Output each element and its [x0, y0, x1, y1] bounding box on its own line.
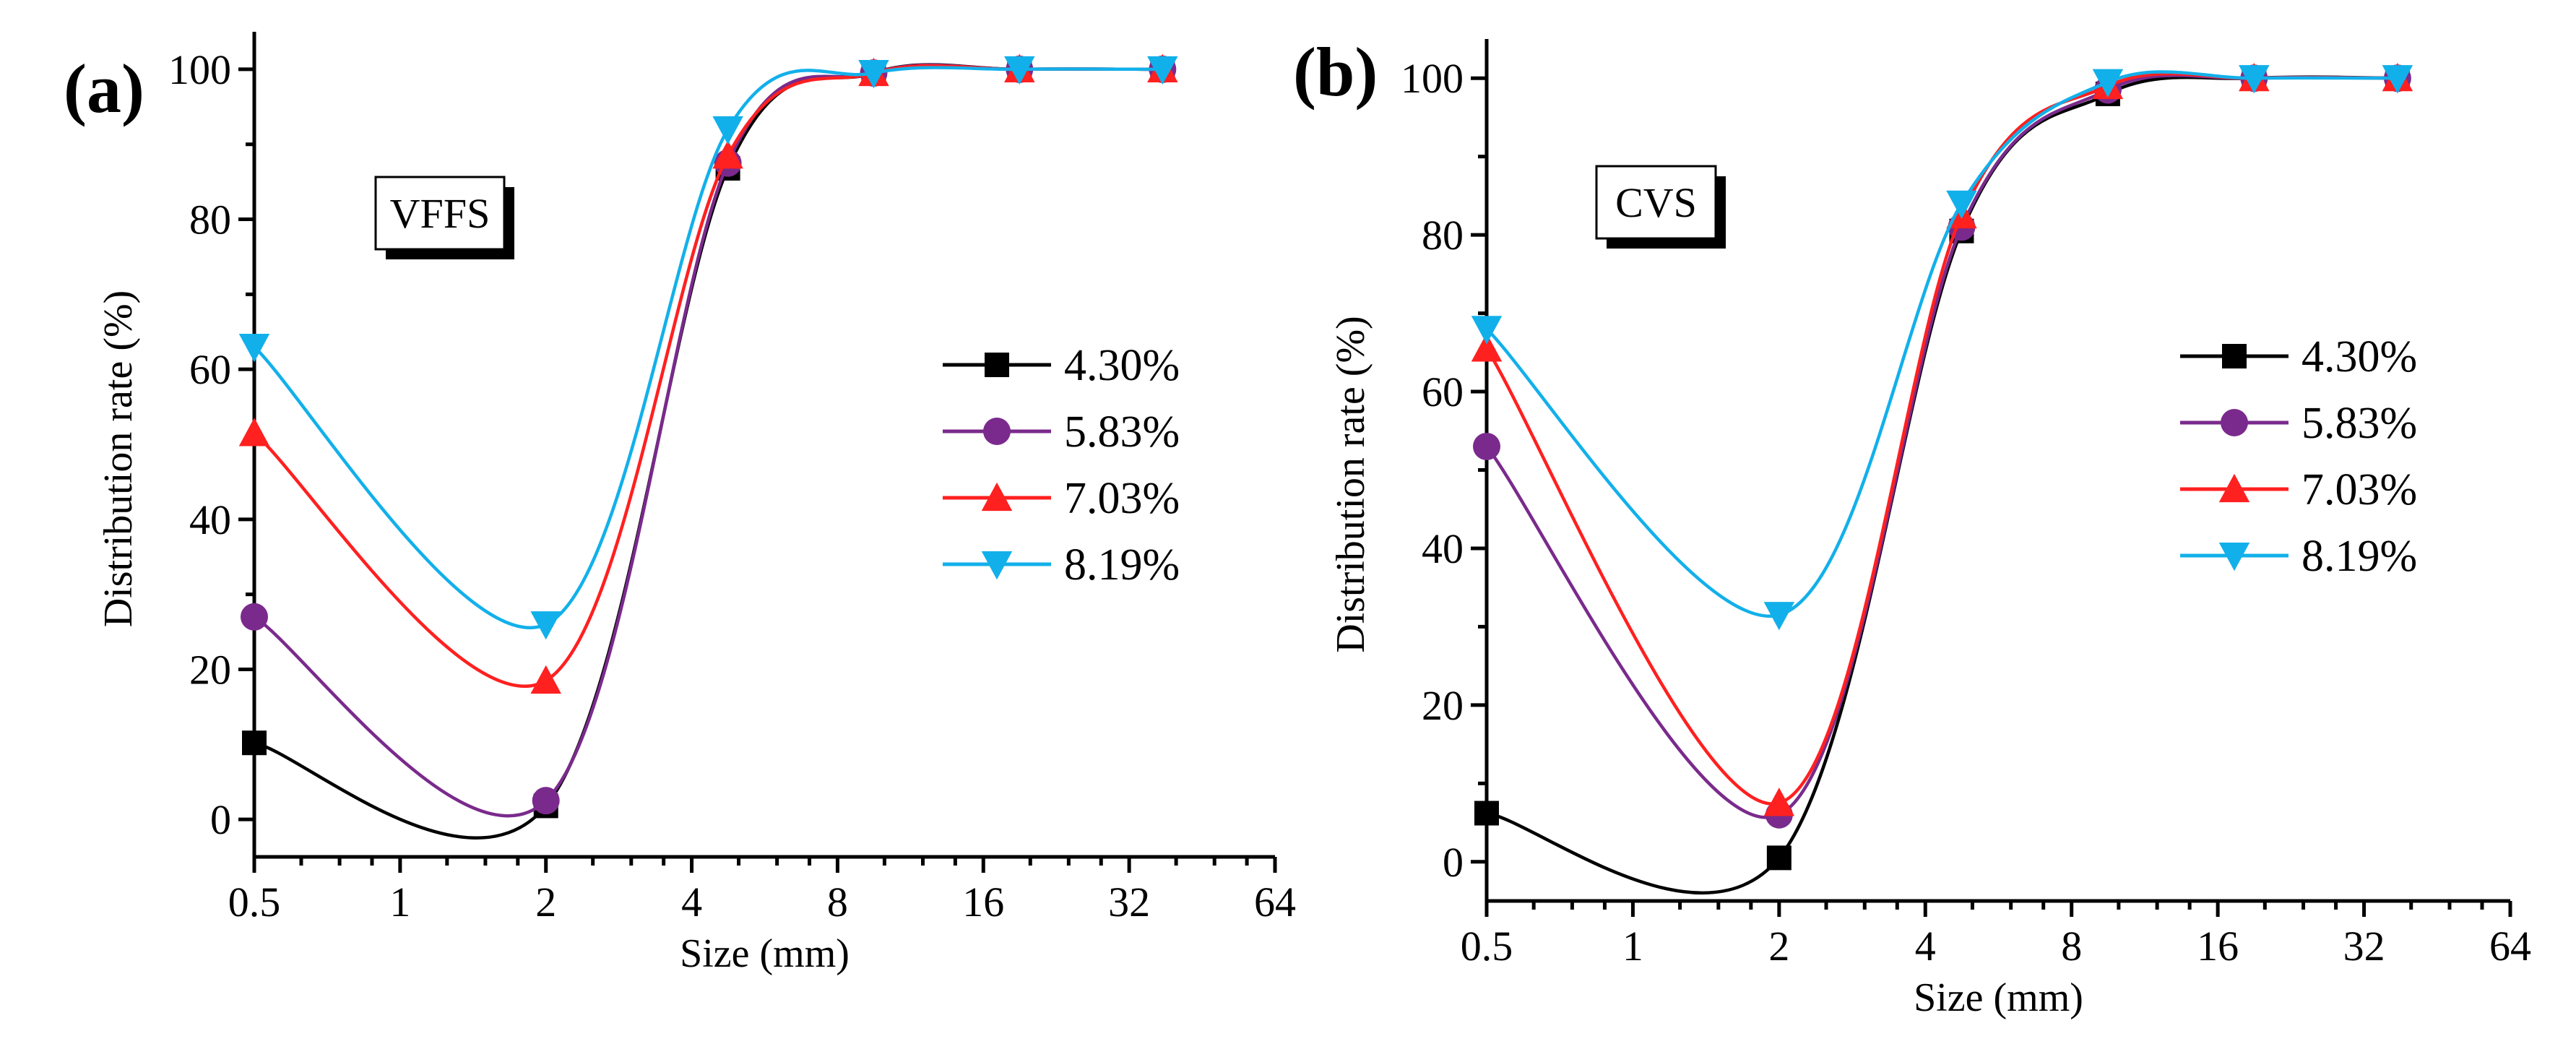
x-axis-title: Size (mm)	[1914, 975, 2083, 1020]
x-tick-label: 8	[827, 879, 848, 926]
data-point	[1474, 801, 1499, 826]
data-point	[532, 787, 560, 815]
y-axis-title: Distribution rate (%)	[1328, 316, 1373, 653]
box-label-frame	[374, 176, 506, 251]
legend-marker	[2218, 542, 2250, 571]
y-tick-label: 100	[1401, 55, 1464, 102]
series-7.03%	[238, 53, 1178, 694]
x-tick-label: 0.5	[1461, 923, 1513, 970]
series-8.19%	[1471, 65, 2413, 631]
x-tick-label: 2	[535, 879, 556, 926]
data-point	[241, 603, 268, 631]
data-point	[712, 116, 743, 145]
data-point	[530, 665, 561, 694]
data-point	[1471, 316, 1503, 345]
y-tick-label: 80	[189, 197, 231, 243]
y-tick-label: 40	[1422, 525, 1464, 572]
x-tick-label: 8	[2061, 923, 2082, 970]
x-tick-label: 2	[1768, 923, 1789, 970]
data-point	[242, 730, 267, 756]
legend-label: 5.83%	[1064, 407, 1180, 457]
x-tick-label: 16	[962, 879, 1004, 926]
box-label-frame	[1595, 165, 1717, 240]
panel-a: 0 20 40 60 80 100 0.5 1 2 4 8 16 32 64 Size (mm) Distri…	[64, 32, 1296, 976]
legend-label: 7.03%	[1064, 474, 1180, 523]
y-tick-label: 80	[1422, 212, 1464, 259]
legend-marker	[985, 353, 1009, 377]
data-point	[530, 611, 561, 640]
data-point	[238, 418, 270, 446]
legend-marker	[2221, 409, 2248, 436]
data-point	[1147, 56, 1178, 85]
data-point	[2382, 65, 2413, 94]
x-tick-label: 1	[1622, 923, 1643, 970]
y-tick-label: 100	[168, 46, 231, 93]
x-tick-label: 1	[389, 879, 410, 926]
x-tick-label: 32	[2343, 923, 2385, 970]
y-axis-title: Distribution rate (%)	[96, 290, 141, 628]
series-line	[253, 66, 1163, 629]
legend-marker	[981, 551, 1013, 580]
x-tick-label: 64	[2489, 923, 2531, 970]
legend-label: 7.03%	[2301, 465, 2417, 514]
x-tick-label: 32	[1108, 879, 1150, 926]
legend-label: 8.19%	[1064, 540, 1180, 590]
data-point	[1946, 190, 1977, 220]
y-tick-label: 20	[1422, 682, 1464, 729]
legend-marker	[2222, 344, 2247, 368]
x-tick-label: 4	[1915, 923, 1936, 970]
panel-letter: (b)	[1293, 33, 1378, 111]
x-axis-title: Size (mm)	[680, 931, 850, 976]
y-tick-label: 0	[210, 796, 231, 843]
data-point	[2092, 69, 2124, 98]
legend-marker	[983, 418, 1011, 445]
series-line	[253, 64, 1163, 689]
data-point	[1763, 788, 1795, 816]
x-tick-label: 16	[2197, 923, 2239, 970]
y-tick-label: 0	[1443, 839, 1464, 886]
legend-label: 8.19%	[2301, 532, 2417, 581]
x-tick-label: 0.5	[228, 879, 281, 926]
y-tick-label: 20	[189, 646, 231, 693]
series-8.19%	[238, 56, 1178, 640]
legend-label: 4.30%	[2301, 332, 2417, 381]
series-line	[1485, 70, 2398, 618]
data-point	[2239, 65, 2270, 94]
data-point	[1471, 333, 1503, 362]
data-point	[858, 60, 889, 89]
box-label-text: CVS	[1615, 179, 1697, 226]
y-tick-label: 60	[189, 346, 231, 393]
data-point	[1766, 845, 1791, 871]
legend-marker	[2218, 473, 2250, 503]
legend-label: 5.83%	[2301, 399, 2417, 448]
data-point	[238, 333, 270, 363]
panel-letter: (a)	[64, 50, 144, 127]
legend-marker	[981, 482, 1013, 512]
panel-b: 0 20 40 60 80 100 0.5 1 2 4 8 16 32 64 Size (mm) Distri…	[1293, 33, 2531, 1020]
data-point	[1763, 602, 1795, 631]
x-tick-label: 4	[681, 879, 702, 926]
data-point	[1473, 432, 1500, 460]
y-tick-label: 60	[1422, 368, 1464, 415]
legend-label: 4.30%	[1064, 341, 1180, 390]
y-tick-label: 40	[189, 496, 231, 543]
data-point	[712, 140, 743, 169]
x-tick-label: 64	[1254, 879, 1296, 926]
data-point	[1004, 56, 1035, 85]
box-label-text: VFFS	[390, 190, 490, 237]
